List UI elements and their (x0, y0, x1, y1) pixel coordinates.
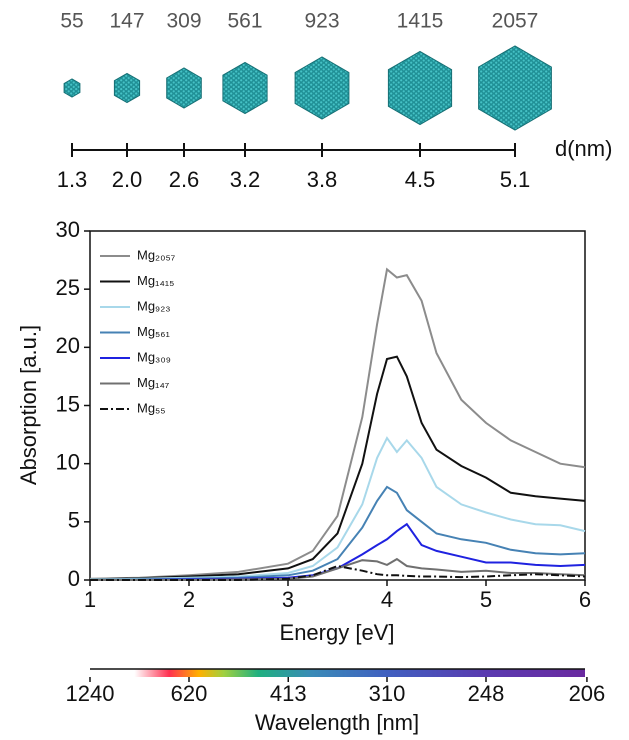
spectrum-colorbar (90, 669, 585, 677)
y-tick-label: 0 (68, 566, 80, 591)
wavelength-axis-label: Wavelength [nm] (255, 710, 419, 735)
d-axis-label: d(nm) (555, 136, 612, 161)
x-tick-label: 6 (579, 587, 591, 612)
wavelength-tick-label: 1240 (66, 681, 115, 706)
legend-label: Mg₅₆₁ (137, 324, 171, 339)
d-tick-label: 3.2 (230, 167, 261, 192)
wavelength-tick-label: 310 (369, 681, 406, 706)
cluster-size-label: 923 (304, 10, 339, 33)
cluster-size-label: 147 (109, 10, 144, 33)
legend-label: Mg₂₀₅₇ (137, 247, 176, 262)
x-tick-label: 3 (282, 587, 294, 612)
series-line (89, 355, 586, 581)
cluster-size-label: 1415 (397, 10, 444, 33)
legend-label: Mg₁₄₇ (137, 375, 170, 390)
cluster-size-label: 55 (60, 10, 83, 33)
d-tick-label: 3.8 (307, 167, 338, 192)
legend-label: Mg₉₂₃ (137, 298, 171, 313)
y-axis-label: Absorption [a.u.] (16, 325, 41, 485)
cluster-size-label: 2057 (492, 10, 539, 33)
legend-label: Mg₁₄₁₅ (137, 273, 174, 288)
series-line (89, 436, 586, 581)
series-line (90, 564, 586, 581)
x-tick-label: 4 (381, 587, 393, 612)
cluster-size-label: 309 (166, 10, 201, 33)
y-tick-label: 20 (56, 333, 80, 358)
series-line (89, 267, 586, 580)
series-line (89, 485, 586, 581)
x-tick-label: 5 (480, 587, 492, 612)
cluster (166, 67, 202, 109)
d-tick-label: 2.6 (169, 167, 200, 192)
wavelength-tick-label: 620 (171, 681, 208, 706)
y-tick-label: 15 (56, 391, 80, 416)
cluster (113, 72, 141, 104)
y-tick-label: 10 (56, 449, 80, 474)
cluster (63, 78, 81, 98)
y-tick-label: 30 (56, 217, 80, 242)
d-tick-label: 5.1 (500, 167, 531, 192)
d-tick-label: 1.3 (57, 167, 88, 192)
y-tick-label: 5 (68, 508, 80, 533)
x-axis-label: Energy [eV] (280, 620, 395, 645)
wavelength-tick-label: 413 (270, 681, 307, 706)
cluster (387, 50, 453, 126)
cluster-size-label: 561 (227, 10, 262, 33)
cluster (478, 45, 552, 131)
cluster (222, 61, 268, 115)
y-tick-label: 25 (56, 275, 80, 300)
d-tick-label: 4.5 (405, 167, 436, 192)
legend-label: Mg₅₅ (137, 400, 166, 415)
wavelength-tick-label: 248 (468, 681, 505, 706)
cluster (294, 56, 350, 120)
d-tick-label: 2.0 (112, 167, 143, 192)
x-tick-label: 2 (183, 587, 195, 612)
legend-label: Mg₃₀₉ (137, 349, 171, 364)
x-tick-label: 1 (84, 587, 96, 612)
wavelength-tick-label: 206 (569, 681, 606, 706)
